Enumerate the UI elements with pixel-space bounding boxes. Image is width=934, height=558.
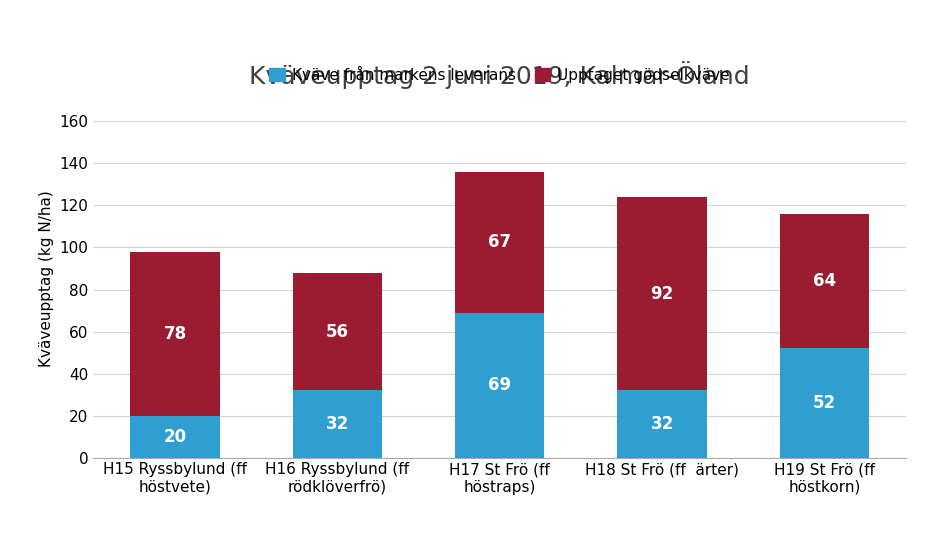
- Bar: [131, 252, 219, 416]
- Bar: [617, 197, 707, 391]
- Bar: [455, 312, 545, 458]
- Text: 92: 92: [650, 285, 673, 302]
- Text: 52: 52: [813, 394, 836, 412]
- Text: 64: 64: [813, 272, 836, 290]
- Bar: [292, 391, 382, 458]
- Title: Kväveupptag 2 juni 2019, Kalmar-Öland: Kväveupptag 2 juni 2019, Kalmar-Öland: [249, 61, 750, 89]
- Bar: [131, 416, 219, 458]
- Bar: [455, 172, 545, 312]
- Bar: [292, 273, 382, 391]
- Text: 56: 56: [326, 323, 348, 340]
- Text: 32: 32: [326, 415, 349, 433]
- Bar: [780, 348, 869, 458]
- Text: 20: 20: [163, 427, 187, 445]
- Y-axis label: Kväveupptag (kg N/ha): Kväveupptag (kg N/ha): [39, 191, 54, 367]
- Text: 78: 78: [163, 325, 187, 343]
- Legend: Kväve från markens leverans, Upptaget gödselkväve: Kväve från markens leverans, Upptaget gö…: [263, 61, 736, 89]
- Bar: [780, 214, 869, 348]
- Text: 67: 67: [488, 233, 511, 251]
- Text: 32: 32: [650, 415, 673, 433]
- Text: 69: 69: [488, 376, 511, 394]
- Bar: [617, 391, 707, 458]
